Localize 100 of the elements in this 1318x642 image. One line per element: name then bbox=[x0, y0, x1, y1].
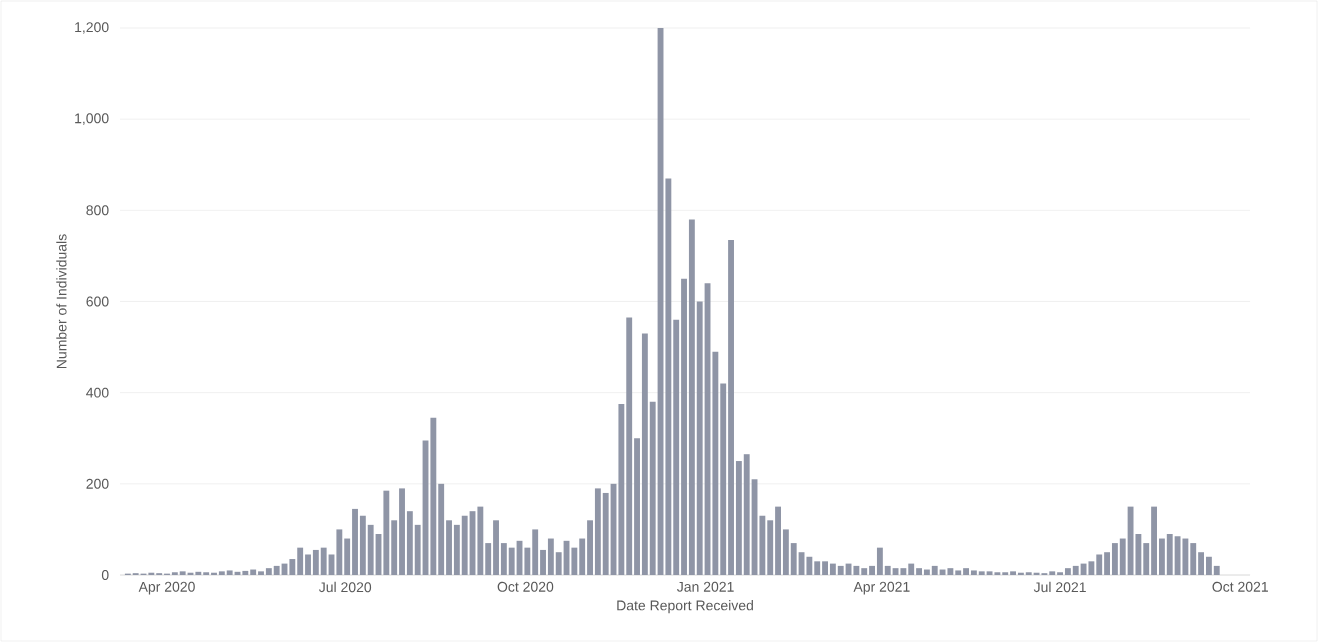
y-tick-label: 600 bbox=[86, 296, 109, 307]
bar bbox=[869, 565, 875, 575]
bar bbox=[265, 568, 272, 575]
bar bbox=[320, 547, 327, 575]
bar bbox=[837, 565, 844, 575]
bar bbox=[242, 570, 249, 575]
bar bbox=[540, 549, 546, 575]
bar bbox=[312, 549, 319, 575]
x-tick-label: Apr 2020 bbox=[138, 581, 195, 595]
bar bbox=[179, 571, 186, 575]
x-tick-label: Oct 2021 bbox=[1212, 581, 1268, 592]
bar bbox=[641, 333, 648, 575]
bar bbox=[391, 520, 398, 575]
bar bbox=[1151, 506, 1158, 575]
bar bbox=[438, 483, 445, 575]
bar bbox=[712, 351, 719, 575]
bar bbox=[759, 515, 766, 575]
bar bbox=[273, 565, 280, 575]
bar bbox=[767, 520, 774, 575]
bar bbox=[399, 488, 405, 575]
bar bbox=[1111, 543, 1118, 575]
bar bbox=[970, 570, 977, 575]
bar bbox=[649, 401, 656, 575]
bar bbox=[861, 568, 868, 575]
bar bbox=[547, 538, 554, 575]
bar bbox=[587, 520, 593, 575]
bar bbox=[579, 538, 586, 575]
bar bbox=[250, 569, 257, 575]
bar bbox=[594, 488, 601, 575]
bar bbox=[461, 515, 468, 575]
bar bbox=[876, 547, 883, 575]
bar bbox=[634, 438, 640, 575]
bar bbox=[383, 490, 390, 575]
bar bbox=[406, 511, 413, 575]
bar bbox=[571, 547, 578, 575]
y-tick-label: 400 bbox=[86, 387, 109, 398]
bar bbox=[148, 572, 155, 575]
bar bbox=[1072, 565, 1079, 575]
bar bbox=[352, 508, 358, 575]
bar bbox=[1017, 572, 1024, 575]
x-tick-label: Apr 2021 bbox=[853, 581, 910, 595]
bar bbox=[203, 572, 210, 575]
bar bbox=[532, 529, 539, 575]
bar bbox=[735, 461, 742, 575]
bar bbox=[1166, 533, 1173, 575]
bar bbox=[336, 529, 343, 575]
bar bbox=[258, 571, 264, 575]
bar bbox=[955, 570, 962, 575]
bar bbox=[1049, 571, 1056, 575]
bar bbox=[688, 219, 695, 575]
bar bbox=[665, 178, 672, 575]
bar bbox=[367, 524, 374, 575]
bar bbox=[1158, 538, 1165, 575]
y-tick-label: 1,200 bbox=[75, 22, 109, 34]
bar bbox=[485, 543, 492, 575]
bar bbox=[524, 547, 531, 575]
bar bbox=[790, 543, 797, 575]
bar bbox=[908, 563, 915, 575]
bar bbox=[1025, 572, 1032, 575]
bar bbox=[453, 524, 460, 575]
bar bbox=[226, 570, 233, 575]
x-tick-label: Oct 2020 bbox=[497, 581, 554, 592]
bar bbox=[508, 547, 515, 575]
bar bbox=[947, 568, 954, 575]
bar bbox=[963, 568, 969, 575]
bar bbox=[900, 568, 907, 575]
bar bbox=[814, 561, 821, 575]
bar bbox=[673, 319, 680, 575]
bar bbox=[211, 572, 217, 575]
bar bbox=[775, 506, 781, 575]
bar bbox=[414, 524, 421, 575]
bar bbox=[728, 239, 734, 575]
bar bbox=[430, 417, 437, 575]
bar bbox=[822, 561, 828, 575]
bar bbox=[289, 559, 296, 575]
bar bbox=[171, 572, 178, 575]
bar bbox=[916, 568, 922, 575]
bar bbox=[696, 301, 703, 575]
x-axis-title: Date Report Received bbox=[617, 600, 753, 614]
x-tick-label: Jul 2020 bbox=[318, 581, 372, 593]
bar bbox=[218, 571, 225, 575]
bar bbox=[978, 571, 985, 575]
bar bbox=[500, 543, 507, 575]
bar bbox=[446, 520, 452, 575]
bar bbox=[884, 565, 891, 575]
bar bbox=[923, 569, 930, 575]
y-tick-label: 1,000 bbox=[75, 113, 109, 125]
y-axis-title: Number of Individuals bbox=[56, 234, 67, 369]
bar bbox=[626, 317, 633, 575]
bar bbox=[618, 404, 625, 575]
bar bbox=[1096, 554, 1103, 575]
bar bbox=[720, 383, 727, 575]
bar bbox=[297, 547, 304, 575]
bar bbox=[359, 515, 366, 575]
bar bbox=[1205, 556, 1212, 575]
y-tick-label: 0 bbox=[101, 570, 109, 580]
bar bbox=[1119, 538, 1126, 575]
bar bbox=[782, 529, 789, 575]
bar bbox=[853, 565, 860, 575]
x-tick-label: Jul 2021 bbox=[1033, 581, 1086, 593]
